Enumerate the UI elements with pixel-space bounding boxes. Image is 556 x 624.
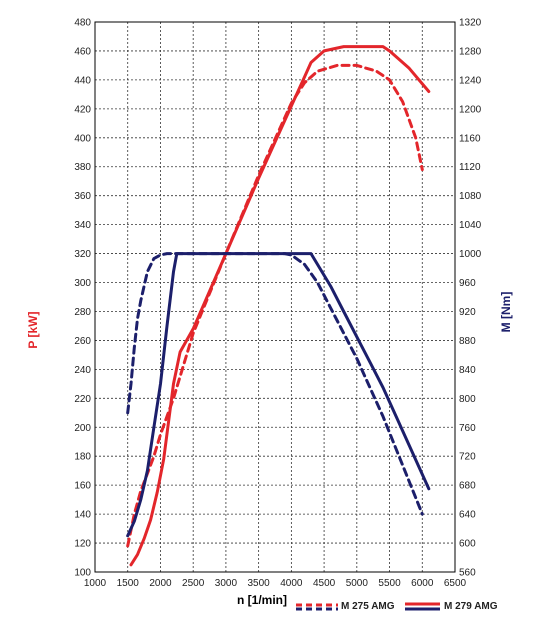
tick-labels: 1000 1500 2000 2500 3000 3500 4000 4500 5000 5500… [74, 18, 481, 590]
y-left-tick-label: 340 [74, 220, 91, 231]
legend-swatch-m279 [405, 602, 440, 611]
y-right-tick-label: 840 [459, 365, 476, 376]
y-left-tick-label: 320 [74, 249, 91, 260]
x-tick-label: 3000 [215, 578, 238, 589]
x-tick-label: 6500 [444, 578, 467, 589]
y-left-tick-label: 420 [74, 104, 91, 115]
x-tick-label: 2000 [149, 578, 172, 589]
y-right-tick-label: 560 [459, 568, 476, 579]
y-left-tick-label: 260 [74, 336, 91, 347]
x-tick-label: 5000 [346, 578, 369, 589]
x-tick-label: 5500 [378, 578, 401, 589]
y-left-tick-label: 360 [74, 191, 91, 202]
y-left-tick-label: 160 [74, 481, 91, 492]
y-left-tick-label: 120 [74, 539, 91, 550]
y-right-tick-label: 1200 [459, 104, 482, 115]
y-right-tick-label: 1160 [459, 133, 481, 144]
x-tick-label: 6000 [411, 578, 434, 589]
y-right-tick-label: 880 [459, 336, 476, 347]
y-right-tick-label: 1280 [459, 46, 482, 57]
legend-swatch-m275 [296, 603, 338, 611]
y-right-tick-label: 600 [459, 539, 476, 550]
y-right-tick-label: 1320 [459, 18, 482, 29]
x-tick-label: 1500 [117, 578, 140, 589]
y-right-tick-label: 720 [459, 452, 476, 463]
y-right-tick-label: 1000 [459, 249, 482, 260]
y-right-tick-label: 920 [459, 307, 476, 318]
y-right-tick-label: 760 [459, 423, 476, 434]
y-left-tick-label: 300 [74, 278, 91, 289]
x-axis-label: n [1/min] [237, 593, 287, 607]
x-tick-label: 4000 [280, 578, 303, 589]
y-left-tick-label: 400 [74, 133, 91, 144]
x-tick-label: 3500 [248, 578, 271, 589]
y-left-tick-label: 100 [74, 568, 91, 579]
y-left-tick-label: 280 [74, 307, 91, 318]
y-right-tick-label: 1120 [459, 162, 481, 173]
y-left-tick-label: 220 [74, 394, 91, 405]
y-left-tick-label: 140 [74, 510, 91, 521]
y-left-tick-label: 480 [74, 18, 91, 29]
series-line-power-m279 [129, 45, 431, 567]
y-left-tick-label: 380 [74, 162, 91, 173]
y-right-tick-label: 1080 [459, 191, 482, 202]
y-right-tick-label: 680 [459, 481, 476, 492]
y-right-tick-label: 640 [459, 510, 476, 521]
y-left-tick-label: 200 [74, 423, 91, 434]
legend-label-m275: M 275 AMG [341, 601, 395, 612]
y-left-tick-label: 240 [74, 365, 91, 376]
legend: M 275 AMG M 279 AMG [296, 601, 498, 612]
x-tick-label: 2500 [182, 578, 205, 589]
y-left-tick-label: 460 [74, 46, 91, 57]
y-right-tick-label: 1040 [459, 220, 482, 231]
x-tick-label: 1000 [84, 578, 107, 589]
series-line-torque-m279 [126, 252, 431, 538]
y-right-tick-label: 800 [459, 394, 476, 405]
y-axis-label-right: M [Nm] [499, 292, 513, 333]
y-right-tick-label: 960 [459, 278, 476, 289]
series-lines [126, 45, 431, 567]
x-tick-label: 4500 [313, 578, 336, 589]
grid [94, 21, 456, 573]
y-right-tick-label: 1240 [459, 75, 482, 86]
y-axis-label-left: P [kW] [26, 311, 40, 348]
legend-label-m279: M 279 AMG [444, 601, 498, 612]
plot-frame [94, 21, 456, 573]
y-left-tick-label: 440 [74, 75, 91, 86]
y-left-tick-label: 180 [74, 452, 91, 463]
